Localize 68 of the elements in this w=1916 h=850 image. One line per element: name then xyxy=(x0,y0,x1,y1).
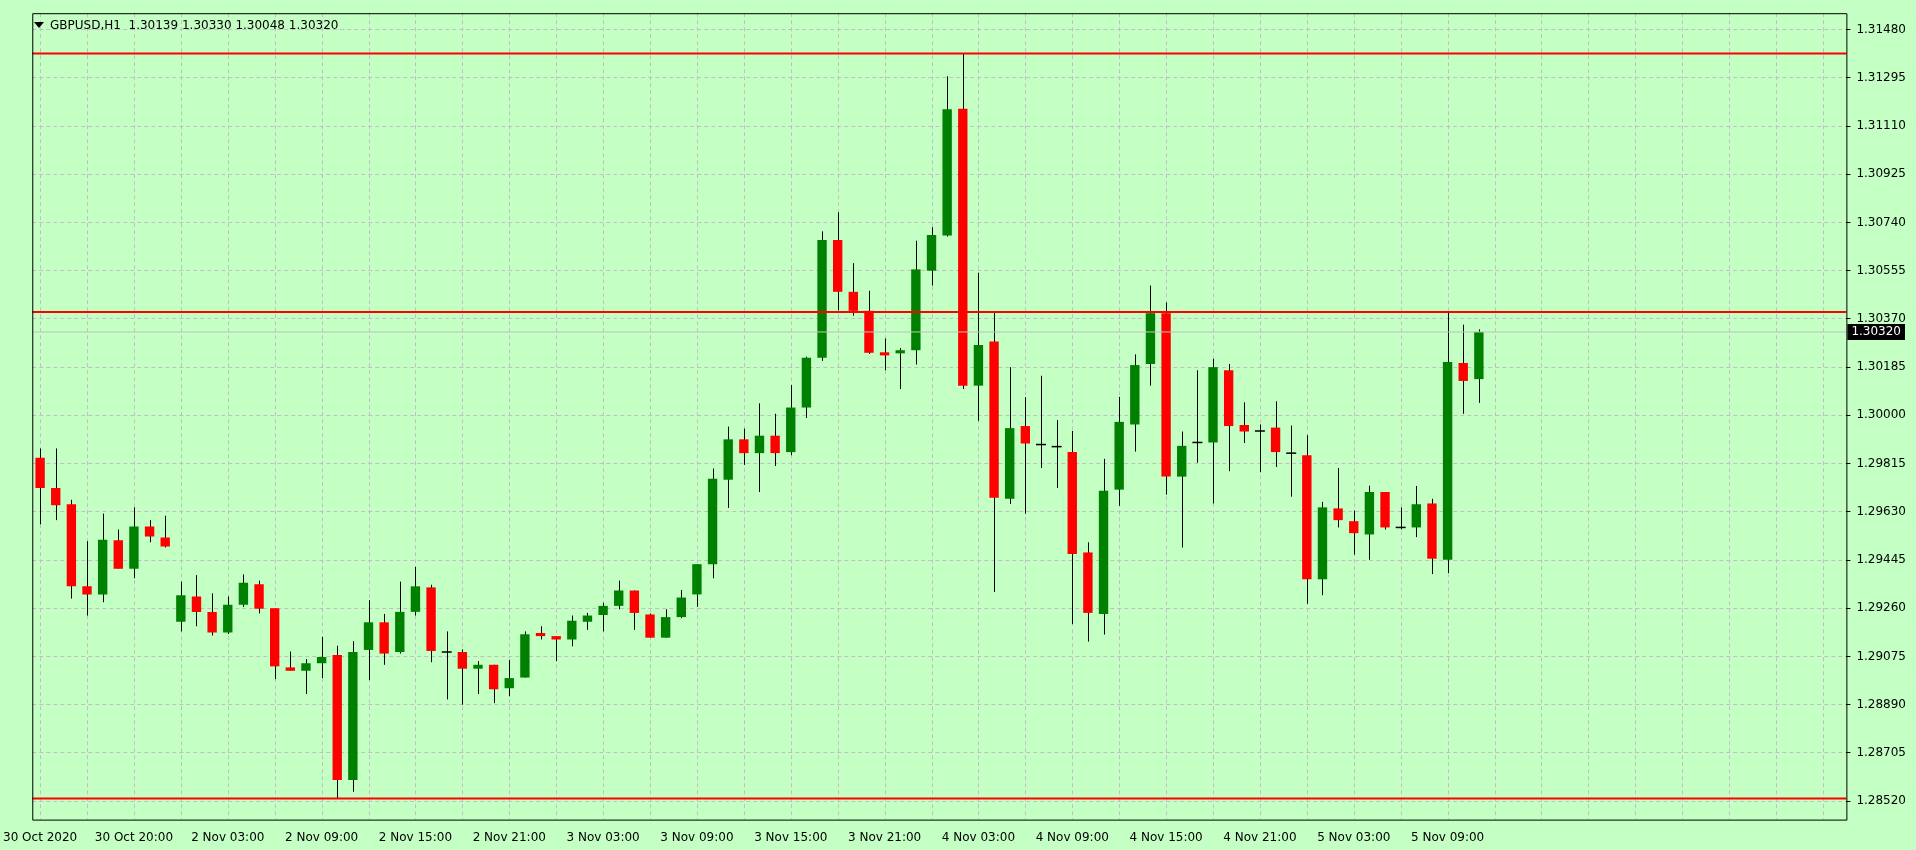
candlestick xyxy=(301,658,311,695)
candlestick xyxy=(660,608,671,639)
candlestick xyxy=(316,636,327,679)
x-tick-label: 4 Nov 09:00 xyxy=(1035,829,1109,844)
ref-line-label: 1.30320 xyxy=(1851,324,1901,339)
candlestick xyxy=(1458,324,1468,415)
x-tick-label: 3 Nov 03:00 xyxy=(566,829,640,844)
y-tick-label: 1.29445 xyxy=(1856,552,1906,567)
candlestick xyxy=(1254,423,1266,473)
y-tick-label: 1.30000 xyxy=(1856,407,1906,422)
candlestick xyxy=(82,540,92,617)
candlestick xyxy=(144,519,155,543)
x-tick-label: 2 Nov 15:00 xyxy=(378,829,453,844)
y-tick-label: 1.30555 xyxy=(1856,262,1906,277)
y-tick-label: 1.28705 xyxy=(1856,745,1906,759)
y-tick-label: 1.31110 xyxy=(1856,118,1906,133)
y-tick-label: 1.30370 xyxy=(1856,311,1906,326)
candlestick xyxy=(207,592,217,637)
y-tick-label: 1.30185 xyxy=(1856,359,1906,374)
candlestick xyxy=(645,612,655,639)
candlestick xyxy=(567,615,577,647)
x-tick-label: 5 Nov 03:00 xyxy=(1317,829,1391,844)
x-tick-label: 4 Nov 15:00 xyxy=(1129,829,1203,844)
y-tick-label: 1.29075 xyxy=(1856,648,1906,663)
candlestick xyxy=(739,428,749,466)
x-tick-label: 5 Nov 09:00 xyxy=(1410,829,1485,844)
x-tick-label: 2 Nov 21:00 xyxy=(472,829,546,844)
chart-title: GBPUSD,H1 1.30139 1.30330 1.30048 1.30320 xyxy=(50,18,339,32)
candlestick xyxy=(1020,396,1031,515)
candlestick xyxy=(551,635,561,662)
x-tick-label: 3 Nov 21:00 xyxy=(847,829,922,844)
candlestick xyxy=(285,650,296,672)
x-tick-label: 30 Oct 2020 xyxy=(3,829,78,844)
candlestick xyxy=(1285,425,1297,498)
y-tick-label: 1.29260 xyxy=(1856,600,1906,615)
y-tick-label: 1.29815 xyxy=(1856,455,1906,470)
candlestick xyxy=(504,659,514,697)
y-tick-label: 1.30740 xyxy=(1856,214,1906,229)
y-tick-label: 1.30925 xyxy=(1856,166,1906,181)
candlestick xyxy=(629,590,640,631)
x-tick-label: 2 Nov 03:00 xyxy=(191,829,265,844)
y-tick-label: 1.28520 xyxy=(1856,793,1906,808)
x-tick-label: 3 Nov 15:00 xyxy=(754,829,828,844)
candlestick xyxy=(1349,509,1359,556)
candlestick xyxy=(457,648,468,706)
candlestick xyxy=(1411,485,1421,538)
y-tick-label: 1.31480 xyxy=(1856,21,1906,36)
candlestick xyxy=(754,402,765,493)
candlestick xyxy=(473,660,483,695)
candlestick xyxy=(51,447,61,521)
x-tick-label: 30 Oct 20:00 xyxy=(94,829,174,844)
y-tick-label: 1.31295 xyxy=(1856,69,1906,84)
candlestick xyxy=(879,337,890,371)
candlestick xyxy=(191,574,202,627)
x-tick-label: 4 Nov 03:00 xyxy=(941,829,1016,844)
x-tick-label: 3 Nov 09:00 xyxy=(660,829,734,844)
candlestick xyxy=(676,589,686,619)
candlestick xyxy=(238,573,249,608)
candlestick xyxy=(598,602,608,632)
candlestick xyxy=(895,347,905,390)
y-tick-label: 1.28890 xyxy=(1856,696,1906,711)
x-tick-label: 4 Nov 21:00 xyxy=(1223,829,1297,844)
candlestick xyxy=(614,580,624,610)
candlestick xyxy=(1333,467,1343,528)
candlestick xyxy=(770,413,780,467)
y-tick-label: 1.29630 xyxy=(1856,503,1906,518)
candlestick xyxy=(1239,401,1249,444)
x-tick-label: 2 Nov 09:00 xyxy=(284,829,359,844)
